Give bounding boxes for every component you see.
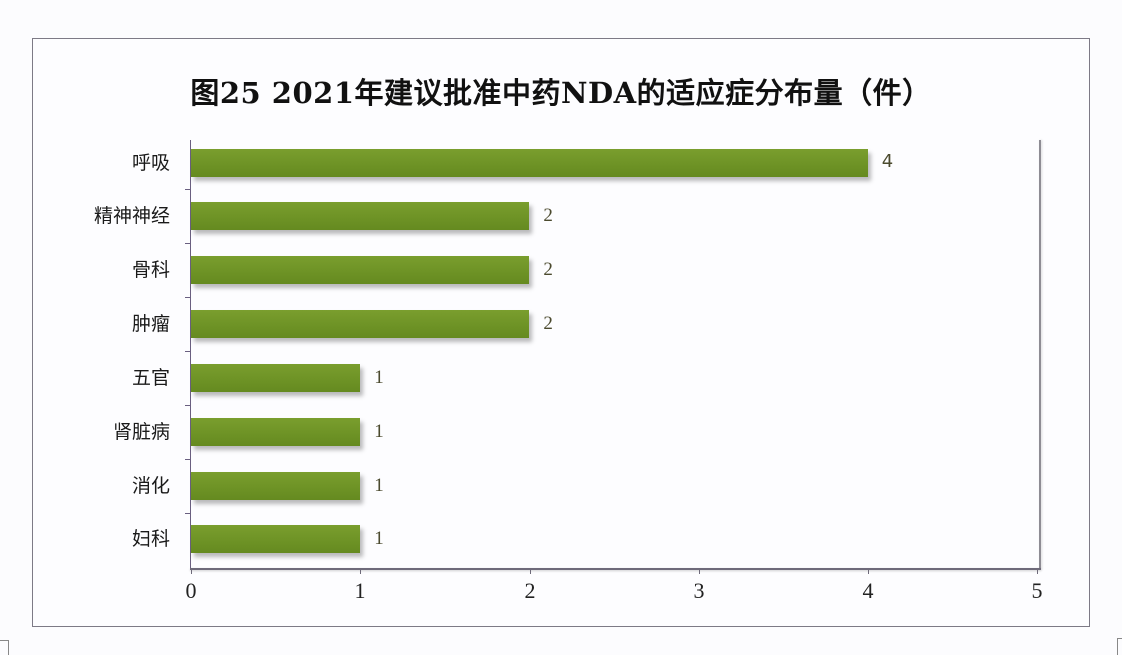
x-axis [190,568,1041,570]
bar [191,525,361,553]
chart-title: 图25 2021年建议批准中药NDA的适应症分布量（件） [190,76,932,110]
x-tick [699,568,700,574]
x-tick-label: 3 [693,578,705,603]
x-tick [530,568,531,574]
plot-right-border [1039,140,1041,570]
bar [191,364,361,392]
x-tick [360,568,361,574]
category-label: 五官 [131,367,170,389]
y-tick [185,297,191,298]
bar-value-label: 4 [881,151,894,172]
bar-value-label: 2 [543,205,553,226]
category-label: 消化 [131,475,170,497]
category-label: 肿瘤 [131,313,170,335]
y-tick [185,459,191,460]
bar-value-label: 2 [543,313,553,334]
bar [191,310,530,338]
x-tick-label: 1 [354,578,366,603]
y-tick [185,351,191,352]
y-tick [185,513,191,514]
bar [191,149,868,177]
bar-value-label: 1 [374,475,384,496]
x-tick [1037,568,1038,574]
bar-value-label: 1 [374,421,384,442]
x-tick-label: 2 [524,578,536,603]
y-axis [190,140,191,570]
bar-value-label: 1 [374,528,384,549]
y-tick [185,189,191,190]
x-tick-label: 5 [1031,578,1043,603]
x-tick-label: 0 [185,578,197,603]
category-label: 骨科 [131,259,170,281]
bar-value-label: 1 [374,367,384,388]
bar [191,418,361,446]
bar [191,256,530,284]
y-tick [185,405,191,406]
y-tick [185,243,191,244]
x-tick-label: 4 [862,578,874,603]
x-tick [191,568,192,574]
category-label: 妇科 [131,528,170,550]
bar-value-label: 2 [543,259,553,280]
category-label: 精神神经 [93,205,170,227]
page-corner-mark [0,640,9,655]
bar [191,472,361,500]
x-tick [868,568,869,574]
page-corner-mark [1117,638,1122,655]
category-label: 肾脏病 [112,421,170,443]
bar [191,202,530,230]
category-label: 呼吸 [131,152,170,174]
